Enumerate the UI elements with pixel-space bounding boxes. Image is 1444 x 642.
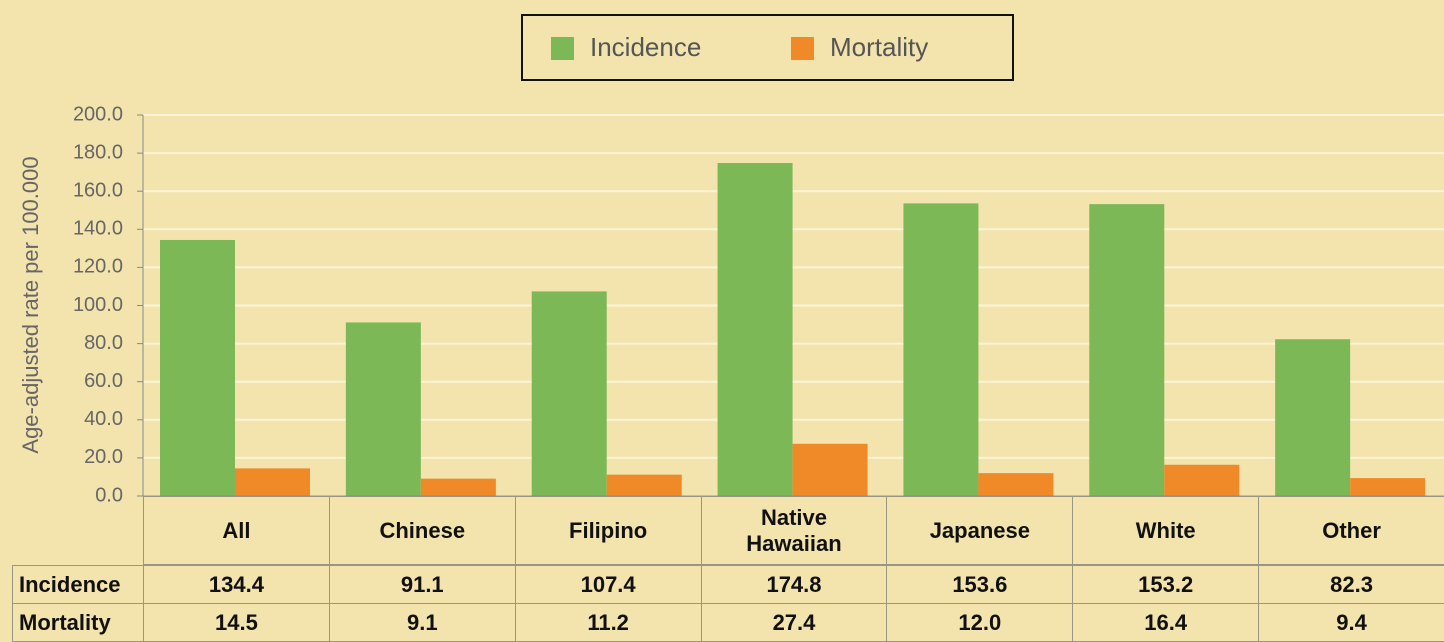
- legend-label: Incidence: [590, 32, 701, 62]
- bar: [531, 291, 607, 496]
- table-value: 134.4: [143, 565, 330, 604]
- table-value: 107.4: [514, 565, 702, 604]
- table-value: 14.5: [143, 603, 330, 642]
- row-label: Incidence: [12, 565, 144, 604]
- bar: [978, 473, 1054, 496]
- y-tick-label: 20.0: [84, 446, 123, 468]
- table-value: 153.2: [1072, 565, 1260, 604]
- category-cell: Japanese: [886, 496, 1074, 565]
- bar: [903, 203, 979, 496]
- category-cell: All: [143, 496, 330, 565]
- category-cell: Native Hawaiian: [700, 496, 888, 565]
- y-tick-label: 200.0: [73, 103, 123, 125]
- y-tick-label: 40.0: [84, 408, 123, 430]
- bar: [160, 239, 235, 496]
- legend-box: [521, 14, 1014, 81]
- table-value: 9.4: [1258, 603, 1444, 642]
- legend-swatch: [551, 37, 574, 60]
- bar: [1164, 464, 1240, 496]
- bar: [1275, 339, 1351, 496]
- y-tick-label: 60.0: [84, 370, 123, 392]
- bar: [345, 322, 421, 496]
- y-tick-label: 180.0: [73, 141, 123, 163]
- table-value: 27.4: [700, 603, 888, 642]
- table-value: 9.1: [328, 603, 516, 642]
- bar: [717, 163, 793, 497]
- bar: [235, 468, 310, 496]
- category-cell: Other: [1258, 496, 1444, 565]
- y-tick-label: 140.0: [73, 218, 123, 240]
- bar: [1089, 204, 1165, 497]
- y-tick-label: 120.0: [73, 256, 123, 278]
- y-tick-label: 80.0: [84, 332, 123, 354]
- table-value: 11.2: [514, 603, 702, 642]
- legend-swatch: [791, 37, 814, 60]
- bar: [420, 478, 496, 496]
- y-tick-label: 100.0: [73, 294, 123, 316]
- y-axis-label: Age-adjusted rate per 100.000: [18, 156, 43, 453]
- category-cell: White: [1072, 496, 1260, 565]
- table-value: 91.1: [328, 565, 516, 604]
- category-cell: Chinese: [328, 496, 516, 565]
- legend-label: Mortality: [830, 32, 928, 62]
- table-value: 12.0: [886, 603, 1074, 642]
- table-value: 82.3: [1258, 565, 1444, 604]
- y-tick-label: 0.0: [95, 484, 123, 506]
- bar: [1350, 478, 1426, 496]
- bar: [606, 474, 682, 496]
- table-value: 174.8: [700, 565, 888, 604]
- row-label: Mortality: [12, 603, 144, 642]
- table-value: 153.6: [886, 565, 1074, 604]
- category-cell: Filipino: [514, 496, 702, 565]
- table-value: 16.4: [1072, 603, 1260, 642]
- bar: [792, 443, 868, 496]
- y-tick-label: 160.0: [73, 179, 123, 201]
